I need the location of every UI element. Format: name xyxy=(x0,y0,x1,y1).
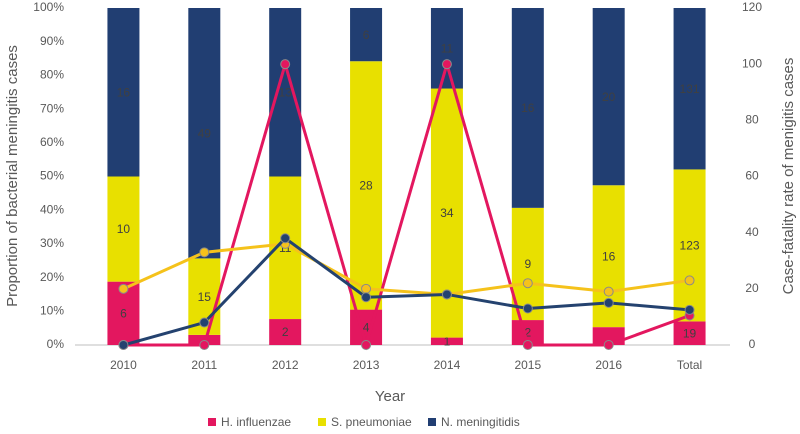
bar-count-label: 2 xyxy=(524,326,531,340)
line-marker xyxy=(603,286,614,297)
line-marker xyxy=(118,283,129,294)
bar-segment xyxy=(269,8,302,177)
x-tick-label: Total xyxy=(677,358,702,372)
bar-segment xyxy=(188,8,221,259)
bar-count-label: 11 xyxy=(441,41,454,55)
bar-count-label: 20 xyxy=(602,90,616,104)
y-tick-label: 0% xyxy=(47,337,65,351)
y2-tick-label: 100 xyxy=(742,56,762,70)
line-marker xyxy=(603,297,614,308)
line-series xyxy=(123,236,690,347)
bar-count-label: 1 xyxy=(444,334,451,348)
bar-count-label: 19 xyxy=(683,326,697,340)
bar-count-label: 49 xyxy=(198,126,212,140)
legend-swatch xyxy=(428,418,436,426)
y-axis-title: Proportion of bacterial meningitis cases xyxy=(4,45,21,307)
bar-segment xyxy=(107,176,140,282)
bar-segment xyxy=(350,8,383,62)
bar-count-label: 13 xyxy=(279,85,293,99)
bar-count-label: 6 xyxy=(363,28,370,42)
line-marker xyxy=(522,303,533,314)
line-marker xyxy=(199,317,210,328)
y-tick-label: 50% xyxy=(40,169,64,183)
bar-count-label: 6 xyxy=(120,306,127,320)
x-tick-label: 2013 xyxy=(353,358,380,372)
bar-count-label: 123 xyxy=(680,239,700,253)
y-tick-label: 70% xyxy=(40,101,64,115)
line-marker xyxy=(441,289,452,300)
y-tick-label: 10% xyxy=(40,303,64,317)
x-tick-label: 2016 xyxy=(595,358,622,372)
y-tick-label: 90% xyxy=(40,34,64,48)
bar-count-label: 9 xyxy=(524,257,531,271)
x-axis-title: Year xyxy=(375,388,405,405)
bar-segment xyxy=(673,169,706,322)
legend-swatch xyxy=(318,418,326,426)
y2-tick-label: 40 xyxy=(745,225,759,239)
y-tick-label: 20% xyxy=(40,270,64,284)
y-tick-label: 40% xyxy=(40,202,64,216)
line-marker xyxy=(603,340,614,350)
line-marker xyxy=(361,283,372,294)
bar-count-label: 131 xyxy=(680,82,700,96)
line-marker xyxy=(280,59,291,70)
bar-count-label: 34 xyxy=(440,206,454,220)
y2-tick-label: 20 xyxy=(745,281,759,295)
y-tick-label: 100% xyxy=(33,0,64,14)
y2-tick-label: 0 xyxy=(749,337,756,351)
line-marker xyxy=(522,340,533,350)
bar-segment xyxy=(511,207,544,321)
line-marker xyxy=(280,233,291,244)
x-tick-label: 2010 xyxy=(110,358,137,372)
x-tick-label: 2012 xyxy=(272,358,299,372)
line-marker xyxy=(118,340,129,350)
y2-tick-label: 120 xyxy=(742,0,762,14)
bar-count-label: 10 xyxy=(117,222,131,236)
line-marker xyxy=(684,275,695,286)
line-marker xyxy=(522,278,533,289)
x-tick-label: 2011 xyxy=(191,358,217,372)
bar-segment xyxy=(592,8,625,186)
legend-label: H. influenzae xyxy=(221,415,291,429)
y-tick-label: 30% xyxy=(40,236,64,250)
y2-tick-label: 60 xyxy=(745,169,759,183)
line-marker xyxy=(684,304,695,315)
bar-count-label: 16 xyxy=(602,249,616,263)
legend-label: N. meningitidis xyxy=(441,415,520,429)
bar-segment xyxy=(430,8,463,89)
bar-count-label: 16 xyxy=(521,101,535,115)
bar-count-label: 16 xyxy=(117,85,131,99)
line-marker xyxy=(361,340,372,350)
line-marker xyxy=(361,292,372,303)
bar-segment xyxy=(430,337,463,345)
bar-segment xyxy=(107,8,140,177)
line-marker xyxy=(199,340,210,350)
line-marker xyxy=(441,59,452,70)
y-tick-label: 80% xyxy=(40,68,64,82)
bar-count-label: 4 xyxy=(363,320,370,334)
bar-segment xyxy=(269,319,302,345)
legend-swatch xyxy=(208,418,216,426)
bar-count-label: 28 xyxy=(359,179,373,193)
bar-segment xyxy=(350,309,383,345)
y2-tick-label: 80 xyxy=(745,113,759,127)
x-tick-label: 2015 xyxy=(514,358,541,372)
line-marker xyxy=(199,247,210,258)
bar-segment xyxy=(673,8,706,170)
bar-count-label: 2 xyxy=(282,325,289,339)
bar-segment xyxy=(350,61,383,310)
x-tick-label: 2014 xyxy=(434,358,461,372)
line-series xyxy=(123,58,691,351)
line-series xyxy=(122,242,690,296)
y2-axis-title: Case-fatality rate of menigitis cases xyxy=(780,58,797,295)
legend-label: S. pneumoniae xyxy=(331,415,412,429)
bar-segment xyxy=(673,321,706,345)
bar-segment xyxy=(511,8,544,208)
y-tick-label: 60% xyxy=(40,135,64,149)
bar-count-label: 15 xyxy=(198,290,212,304)
